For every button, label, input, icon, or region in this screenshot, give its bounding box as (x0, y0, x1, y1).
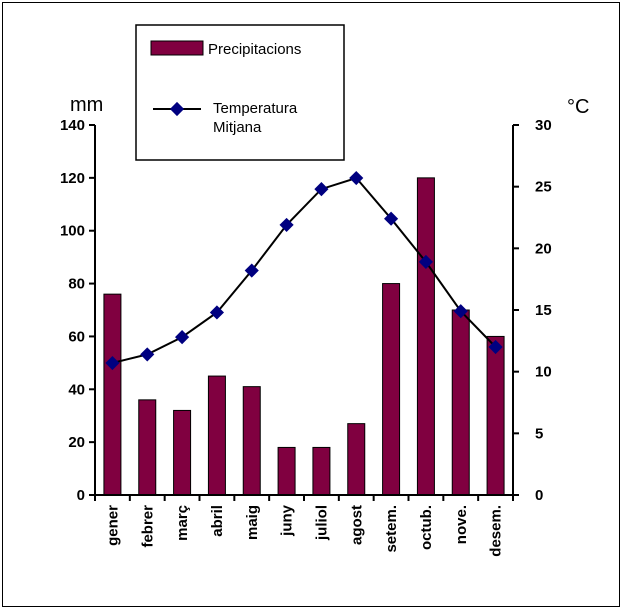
temp-point-nove. (453, 304, 468, 319)
month-label: desem. (488, 505, 505, 557)
bar-agost (347, 423, 366, 496)
legend: Precipitacions Temperatura Mitjana (135, 24, 345, 161)
month-label: setem. (383, 505, 400, 553)
right-tick-label: 10 (535, 364, 552, 381)
bar-octub. (416, 177, 435, 496)
month-label: gener (104, 505, 121, 546)
right-tick-label: 30 (535, 117, 552, 134)
temp-point-juliol (314, 182, 329, 197)
right-tick-label: 25 (535, 179, 552, 196)
left-tick-label: 120 (60, 170, 85, 187)
temp-point-setem. (384, 211, 399, 226)
chart-frame: 0 20 40 60 80 100 120 140 0 5 10 15 20 25 30 gener feb… (2, 2, 620, 607)
bar-abril (207, 375, 226, 496)
temp-point-desem. (488, 339, 503, 355)
temp-point-març (175, 330, 190, 345)
right-axis-unit: °C (567, 96, 589, 118)
month-label: maig (244, 505, 261, 540)
right-tick-label: 20 (535, 240, 552, 257)
x-axis: gener febrer març abril maig juny juliol agost s… (94, 494, 514, 557)
month-label: abril (209, 505, 226, 537)
legend-label-temperatura: Temperatura (213, 100, 298, 117)
temp-point-agost (349, 170, 364, 186)
temp-point-maig (244, 263, 259, 278)
bar-nove. (451, 309, 470, 496)
month-label: agost (348, 505, 365, 545)
left-tick-label: 140 (60, 117, 85, 134)
right-tick-label: 15 (535, 302, 552, 319)
right-axis: 0 5 10 15 20 25 30 (512, 117, 552, 504)
bar-febrer (138, 399, 157, 496)
temp-point-gener (105, 355, 120, 371)
left-axis-unit: mm (70, 94, 103, 116)
month-label: març (174, 505, 191, 541)
bar-març (173, 409, 192, 496)
right-tick-label: 5 (535, 425, 543, 442)
temp-point-febrer (140, 347, 155, 362)
left-tick-label: 60 (68, 328, 85, 345)
precipitation-bars (103, 177, 505, 496)
left-tick-label: 100 (60, 223, 85, 240)
legend-swatch-precipitacions (150, 40, 204, 56)
left-tick-label: 20 (68, 434, 85, 451)
month-label: juny (279, 504, 296, 536)
temp-point-octub. (418, 254, 433, 269)
month-label: octub. (418, 505, 435, 550)
left-axis: 0 20 40 60 80 100 120 140 (60, 117, 96, 504)
temp-point-juny (279, 217, 294, 232)
legend-label-mitjana: Mitjana (213, 119, 262, 136)
bar-desem. (486, 335, 505, 496)
month-label: febrer (139, 505, 156, 548)
bar-setem. (382, 283, 401, 496)
temperature-line (112, 176, 497, 364)
month-label: juliol (313, 505, 330, 541)
temperature-markers (105, 170, 503, 371)
bar-juliol (312, 446, 331, 496)
legend-label-precipitacions: Precipitacions (208, 41, 301, 58)
bar-gener (103, 293, 122, 496)
bar-juny (277, 446, 296, 496)
climate-chart: 0 20 40 60 80 100 120 140 0 5 10 15 20 25 30 gener feb… (60, 24, 589, 557)
left-tick-label: 0 (77, 487, 85, 504)
month-label: nove. (453, 505, 470, 544)
right-tick-label: 0 (535, 487, 543, 504)
bar-maig (242, 386, 261, 496)
temp-point-abril (209, 305, 224, 320)
left-tick-label: 80 (68, 276, 85, 293)
left-tick-label: 40 (68, 381, 85, 398)
